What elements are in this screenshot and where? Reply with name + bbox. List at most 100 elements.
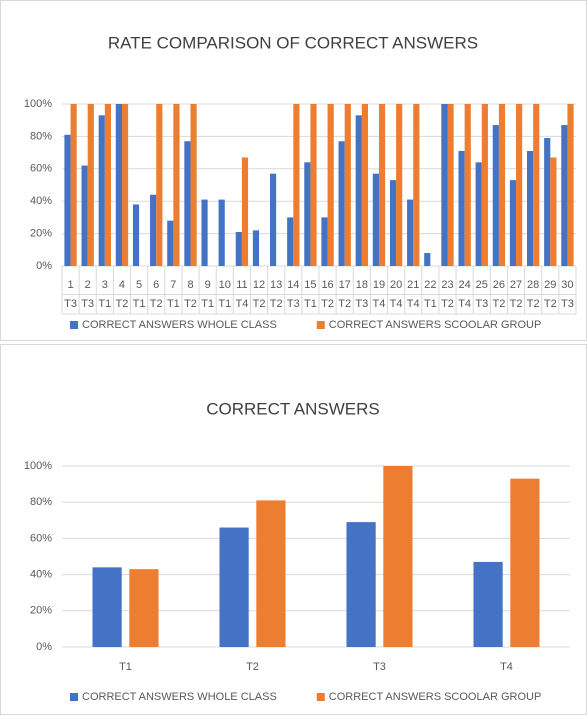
x-group-label: T4	[390, 298, 403, 310]
x-tick-label: 4	[119, 279, 125, 291]
x-group-label: T3	[355, 298, 368, 310]
x-tick-label: 3	[102, 279, 108, 291]
bar	[167, 220, 174, 266]
x-tick-label: 18	[356, 279, 368, 291]
x-group-label: T2	[544, 298, 557, 310]
y-tick-label: 40%	[30, 569, 52, 581]
bar	[252, 230, 260, 266]
x-group-label: T2	[184, 298, 197, 310]
x-tick-label: 10	[219, 279, 231, 291]
x-tick-label: 25	[476, 279, 488, 291]
bar	[241, 157, 249, 266]
bar	[413, 104, 420, 266]
chart-title: CORRECT ANSWERS	[206, 399, 380, 418]
x-tick-label: 15	[304, 279, 316, 291]
legend-label: CORRECT ANSWERS WHOLE CLASS	[82, 691, 277, 703]
x-tick-label: 11	[236, 279, 247, 291]
bar	[473, 561, 503, 647]
bar	[150, 194, 157, 266]
x-tick-label: 7	[170, 279, 176, 291]
x-group-label: T4	[235, 298, 248, 310]
x-tick-label: 12	[253, 279, 265, 291]
chart-frame	[0, 344, 587, 715]
y-tick-label: 100%	[24, 460, 52, 472]
x-tick-label: 28	[527, 279, 539, 291]
y-tick-label: 40%	[30, 195, 52, 207]
x-group-label: T2	[321, 298, 334, 310]
bar	[104, 104, 112, 266]
x-group-label: T1	[98, 298, 111, 310]
bar	[346, 522, 376, 647]
bar	[441, 104, 448, 266]
bar	[115, 104, 122, 266]
bar	[544, 138, 551, 266]
x-tick-label: 17	[339, 279, 351, 291]
x-group-label: T2	[116, 298, 129, 310]
x-group-label: T3	[81, 298, 94, 310]
legend-swatch	[70, 321, 78, 329]
x-tick-label: 16	[321, 279, 333, 291]
y-tick-label: 60%	[30, 163, 52, 175]
x-group-label: T1	[424, 298, 437, 310]
legend-label: CORRECT ANSWERS SCOOLAR GROUP	[329, 691, 542, 703]
bar	[378, 104, 386, 266]
x-group-label: T1	[133, 298, 146, 310]
bar	[81, 165, 88, 266]
x-tick-label: 2	[85, 279, 91, 291]
x-tick-label: 20	[390, 279, 402, 291]
bar	[304, 162, 311, 266]
bar	[464, 104, 471, 266]
x-group-label: T3	[561, 298, 574, 310]
x-group-label: T1	[201, 298, 214, 310]
x-tick-label: 29	[544, 279, 556, 291]
x-tick-label: T2	[246, 661, 259, 673]
x-tick-label: 14	[287, 279, 299, 291]
y-tick-label: 80%	[30, 496, 52, 508]
bar	[219, 527, 249, 647]
x-group-label: T4	[407, 298, 420, 310]
bar	[567, 104, 574, 266]
x-group-label: T4	[373, 298, 386, 310]
x-group-label: T2	[270, 298, 283, 310]
bar	[70, 104, 77, 266]
y-tick-label: 0%	[36, 641, 52, 653]
bar	[129, 569, 159, 647]
bar	[492, 125, 499, 266]
x-tick-label: T1	[119, 661, 132, 673]
bar	[447, 104, 454, 266]
bar	[269, 173, 277, 266]
y-tick-label: 0%	[36, 260, 52, 272]
bar	[424, 253, 431, 266]
bar	[481, 104, 488, 266]
x-tick-label: 9	[205, 279, 211, 291]
bar	[256, 500, 286, 647]
bar	[516, 104, 523, 266]
bar	[321, 217, 328, 266]
bar	[458, 150, 465, 266]
y-tick-label: 20%	[30, 605, 52, 617]
bar	[355, 115, 362, 266]
x-group-label: T1	[304, 298, 317, 310]
x-tick-label: 30	[561, 279, 573, 291]
bar	[64, 134, 71, 266]
bar	[498, 104, 506, 266]
chart-title: RATE COMPARISON OF CORRECT ANSWERS	[108, 33, 478, 52]
bar	[383, 466, 413, 647]
legend-swatch	[316, 693, 325, 701]
x-tick-label: 19	[373, 279, 385, 291]
bar	[533, 104, 540, 266]
y-tick-label: 80%	[30, 130, 52, 142]
x-tick-label: 6	[153, 279, 159, 291]
bar	[338, 141, 345, 266]
y-tick-label: 100%	[24, 98, 52, 110]
bar	[509, 180, 517, 266]
bar	[327, 104, 334, 266]
bar	[87, 104, 94, 266]
legend-label: CORRECT ANSWERS SCOOLAR GROUP	[329, 319, 542, 331]
bar	[310, 104, 317, 266]
legend-swatch	[70, 693, 78, 701]
x-group-label: T2	[527, 298, 540, 310]
bar	[407, 199, 414, 266]
x-tick-label: 24	[459, 279, 471, 291]
